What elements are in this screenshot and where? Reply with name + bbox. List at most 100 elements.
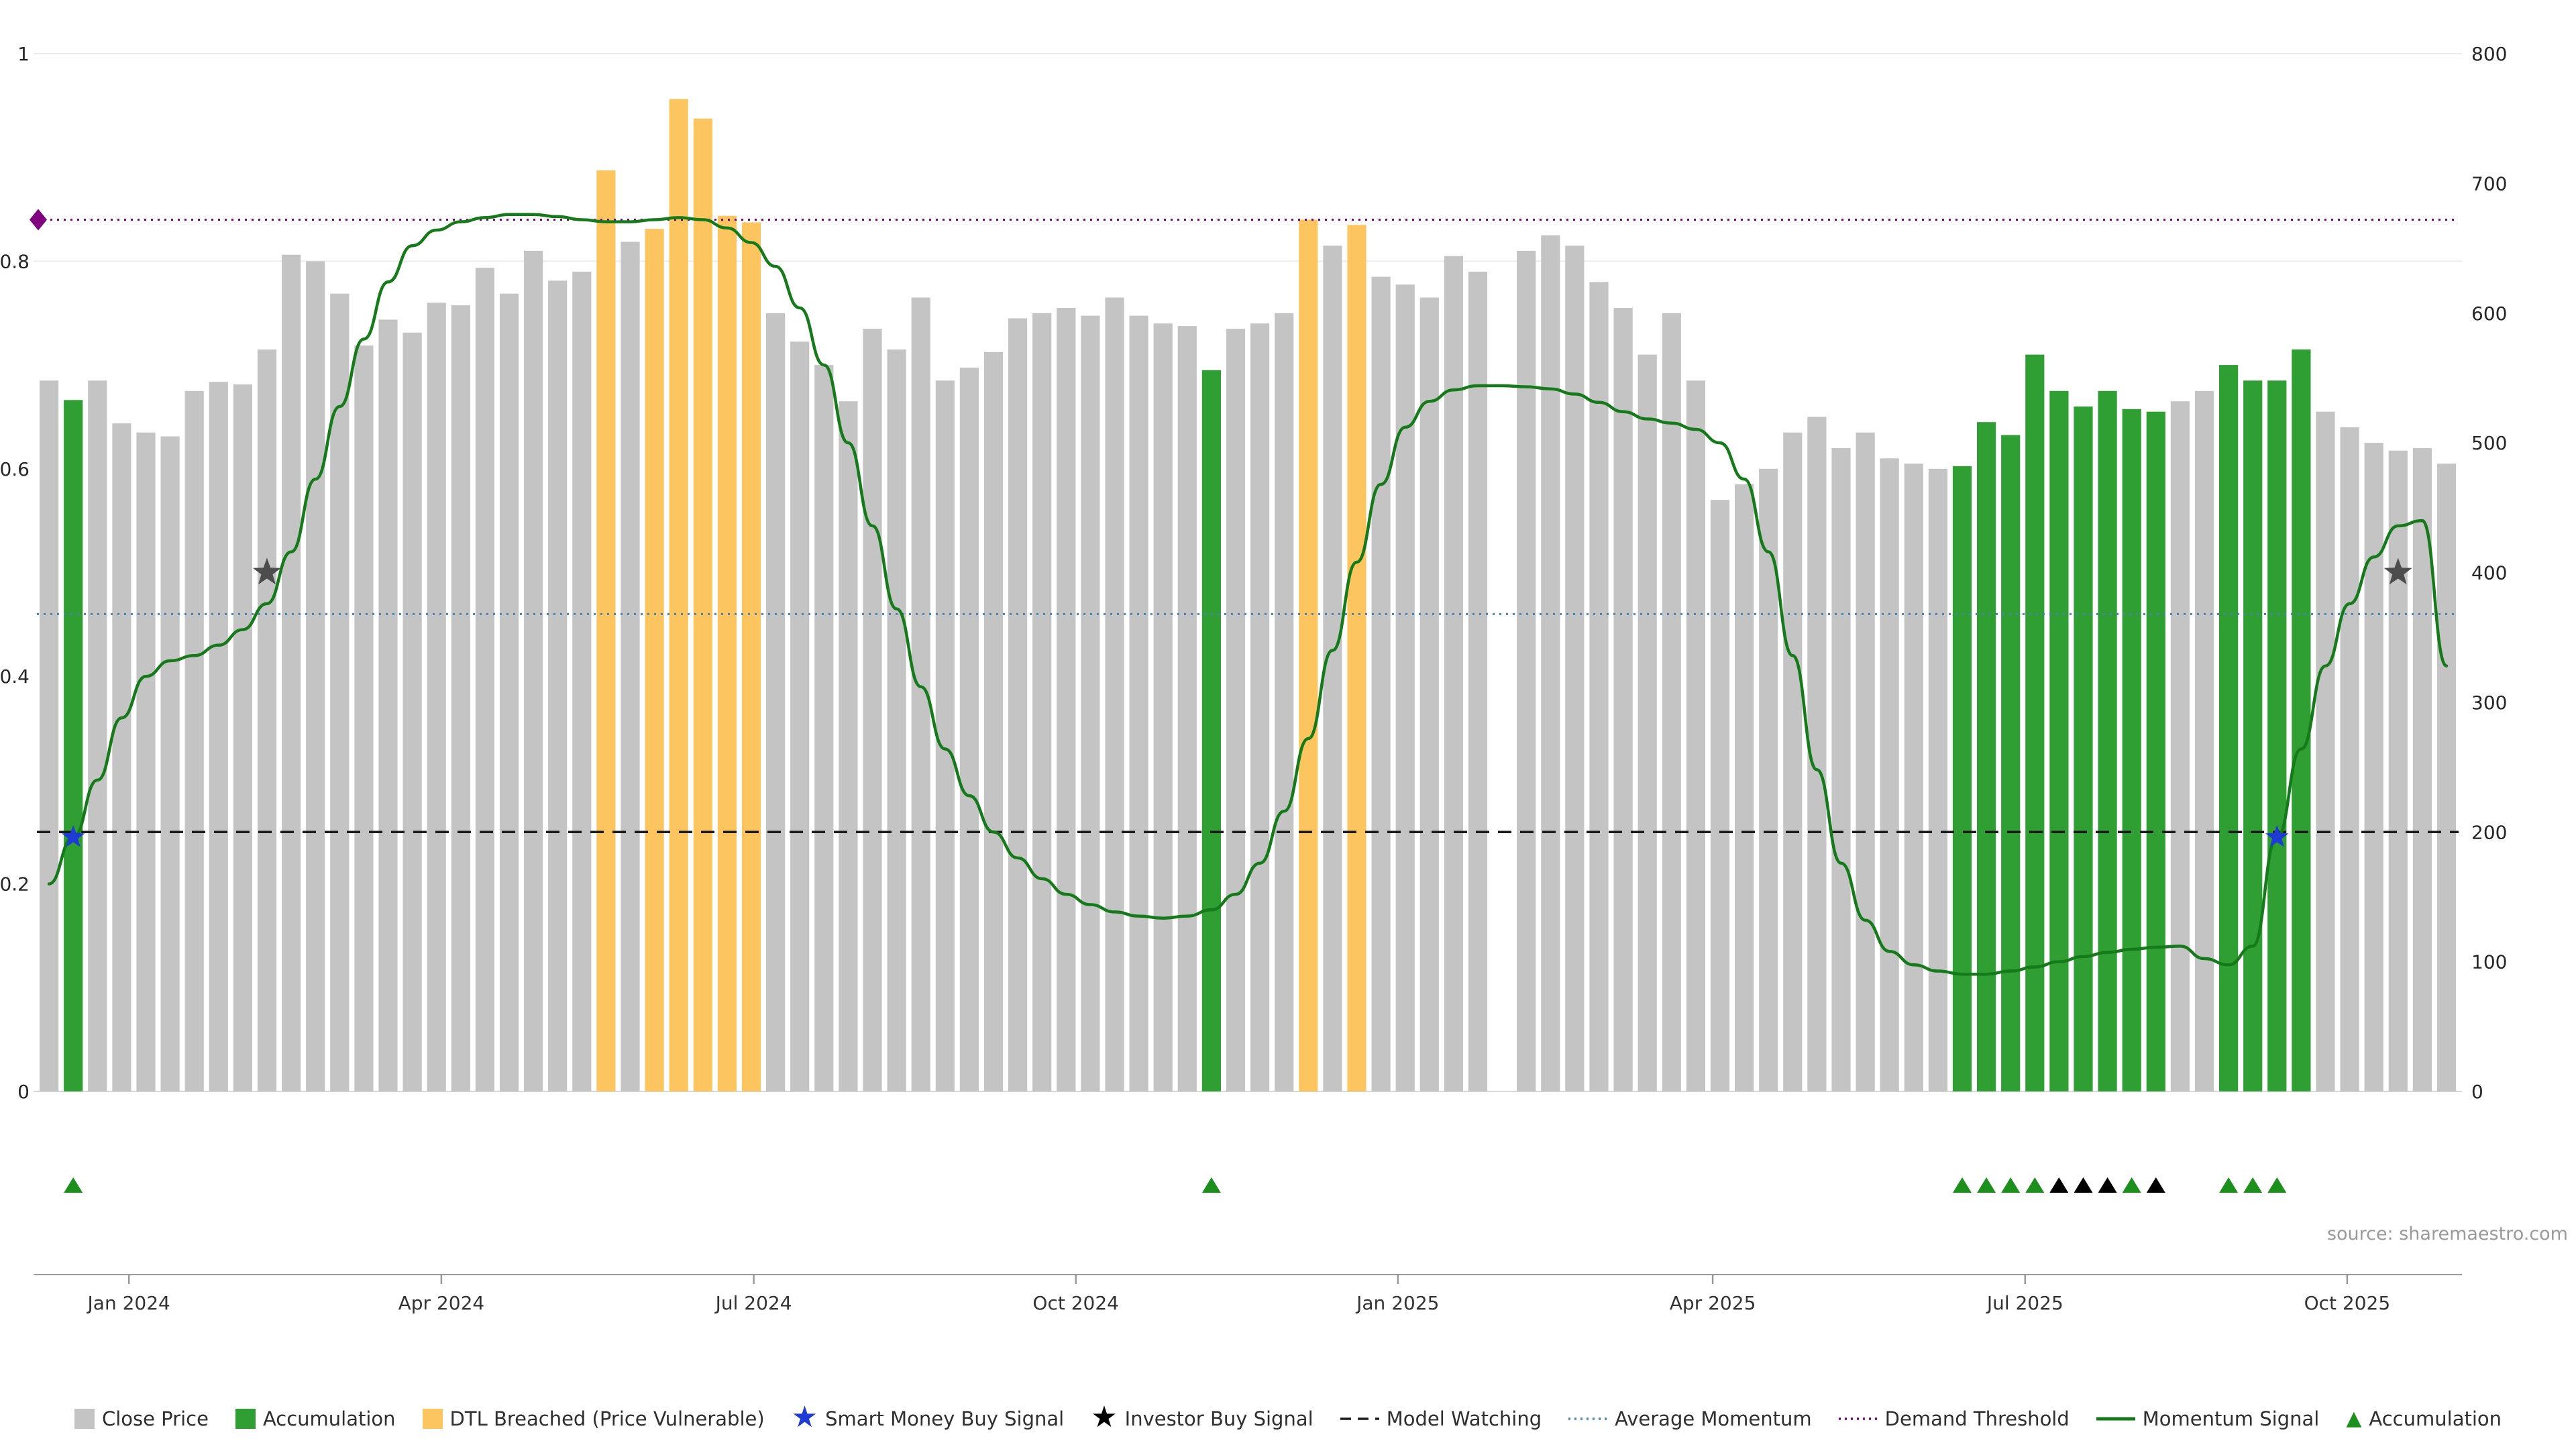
price-bar [959, 368, 979, 1091]
price-bar [402, 332, 422, 1091]
price-bar [1686, 380, 1705, 1091]
right-tick-label: 0 [2471, 1081, 2483, 1103]
legend-triangle-icon: ▲ [2346, 1407, 2362, 1430]
price-bar [2074, 407, 2093, 1091]
accumulation-triangle [1977, 1177, 1996, 1193]
legend-label: Close Price [101, 1407, 209, 1430]
accumulation-triangle [2001, 1177, 2021, 1193]
legend-line-swatch [1568, 1417, 1608, 1420]
price-bar [427, 303, 446, 1091]
legend-item: ★ Smart Money Buy Signal [792, 1403, 1065, 1432]
price-bar [1419, 297, 1439, 1091]
price-bar [669, 99, 688, 1092]
price-bar [88, 380, 107, 1091]
price-bar [1759, 468, 1778, 1091]
legend-square-swatch [422, 1409, 443, 1429]
price-bar [1977, 422, 1996, 1091]
price-bar [717, 215, 737, 1092]
price-bar [1541, 235, 1560, 1092]
price-bar [1589, 282, 1609, 1091]
price-bar [1831, 447, 1851, 1091]
price-bar [1638, 354, 1657, 1091]
price-bar [935, 380, 955, 1091]
legend-star-icon: ★ [1091, 1400, 1118, 1434]
right-tick-label: 700 [2471, 172, 2507, 195]
price-bar [1177, 326, 1197, 1092]
price-bar [1613, 308, 1633, 1091]
price-bar [983, 352, 1004, 1091]
price-bar [766, 313, 786, 1092]
investor-star [253, 557, 281, 585]
legend-label: Momentum Signal [2142, 1407, 2320, 1430]
accumulation-triangle [2146, 1177, 2165, 1193]
right-tick-label: 800 [2471, 43, 2507, 65]
price-bar [1032, 313, 1052, 1092]
price-bar [596, 170, 616, 1091]
price-bar [887, 349, 906, 1091]
price-bar [645, 229, 664, 1092]
x-tick-label: Jul 2025 [1986, 1292, 2063, 1314]
buy-signal-markers [30, 209, 2412, 847]
price-bar [2194, 390, 2214, 1091]
left-tick-label: 0.6 [0, 458, 30, 480]
price-bar [1517, 250, 1536, 1091]
accumulation-triangle [64, 1177, 83, 1193]
price-bar [209, 382, 228, 1092]
price-bar [741, 222, 761, 1091]
right-tick-label: 400 [2471, 562, 2507, 584]
price-bar [2412, 447, 2432, 1091]
price-bar [64, 400, 83, 1091]
accumulation-triangle [2074, 1177, 2093, 1193]
legend-label: Investor Buy Signal [1124, 1407, 1313, 1430]
left-tick-label: 1 [17, 43, 30, 65]
legend-item: ★ Investor Buy Signal [1091, 1400, 1313, 1434]
accumulation-triangle [1201, 1177, 1221, 1193]
left-axis: 1 0.8 0.6 0.4 0.2 0 [0, 43, 30, 1103]
price-bar [863, 329, 882, 1091]
price-bar [839, 401, 858, 1092]
price-bar [1444, 256, 1463, 1092]
momentum-signal-line [47, 213, 2449, 976]
price-bar [499, 293, 519, 1092]
price-bar [2388, 450, 2408, 1091]
demand-threshold-diamond [30, 209, 47, 231]
right-tick-label: 200 [2471, 821, 2507, 843]
price-bar [1226, 329, 1246, 1091]
legend-item: Accumulation [235, 1407, 396, 1430]
accumulation-triangle [1953, 1177, 1972, 1193]
right-tick-label: 300 [2471, 692, 2507, 714]
x-tick-label: Apr 2024 [398, 1292, 485, 1314]
price-bar [1347, 225, 1366, 1091]
price-bar [2243, 380, 2263, 1091]
price-bar [1153, 323, 1173, 1092]
reference-lines [37, 219, 2459, 834]
legend-item: DTL Breached (Price Vulnerable) [422, 1407, 765, 1430]
price-bar [1880, 458, 1899, 1091]
legend-item: Close Price [74, 1407, 209, 1430]
legend-label: Demand Threshold [1884, 1407, 2070, 1430]
right-axis: 800 700 600 500 400 300 200 100 0 [2471, 43, 2507, 1103]
x-tick-label: Jan 2024 [87, 1292, 170, 1314]
price-bar [1783, 432, 1803, 1091]
price-bar [790, 341, 810, 1091]
price-bar [621, 241, 640, 1091]
price-bar [378, 319, 398, 1091]
price-bar [112, 423, 131, 1091]
price-bar [451, 305, 470, 1092]
price-bar [2122, 409, 2141, 1091]
accumulation-triangle-strip [64, 1177, 2287, 1193]
price-bar [306, 261, 325, 1091]
legend-item: Model Watching [1340, 1407, 1542, 1430]
legend-label: Accumulation [262, 1407, 396, 1430]
accumulation-triangle [2122, 1177, 2141, 1193]
legend-item: ▲ Accumulation [2346, 1407, 2502, 1430]
left-tick-label: 0 [17, 1081, 30, 1103]
price-bar [330, 293, 350, 1092]
price-bar [572, 271, 592, 1091]
x-tick-label: Oct 2025 [2304, 1292, 2391, 1314]
price-bar [1299, 219, 1318, 1091]
chart-canvas: Jan 2024 Apr 2024 Jul 2024 Oct 2024 Jan 2025… [0, 43, 2507, 1314]
price-bar [548, 280, 568, 1091]
legend-item: Average Momentum [1568, 1407, 1812, 1430]
price-bar [1275, 313, 1294, 1092]
